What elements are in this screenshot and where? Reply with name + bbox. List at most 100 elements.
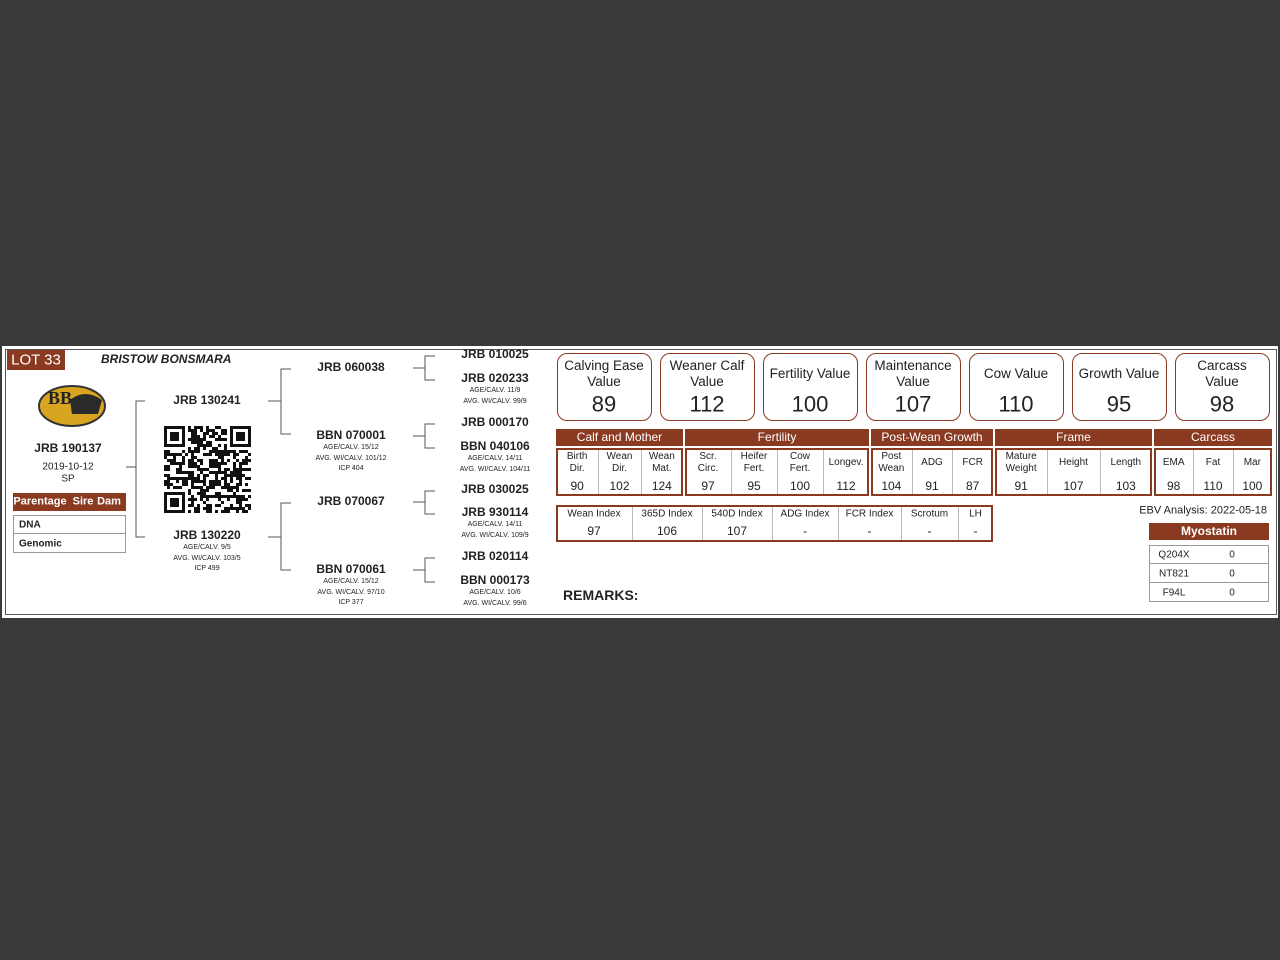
pedigree-detail: AGE/CALV. 9/5 bbox=[183, 543, 231, 551]
ebv-trait-label: Height bbox=[1059, 457, 1088, 468]
grandparent-id: BBN 070061 bbox=[316, 562, 386, 577]
great-grandparent-id: BBN 040106 bbox=[460, 439, 530, 454]
pedigree-detail: AVG. WI/CALV. 101/12 bbox=[315, 454, 387, 462]
ebv-trait-label: Length bbox=[1110, 457, 1142, 468]
pedigree-detail: AVG. WI/CALV. 104/11 bbox=[459, 465, 531, 473]
breeder-name: BRISTOW BONSMARA bbox=[101, 352, 232, 367]
ebv-cell-divider bbox=[598, 450, 600, 494]
ebv-trait-value: 110 bbox=[1203, 479, 1223, 494]
ebv-cell-divider bbox=[777, 450, 778, 494]
index-value: - bbox=[803, 524, 807, 539]
myostatin-row bbox=[1149, 583, 1269, 602]
ebv-group-title: Frame bbox=[1056, 429, 1091, 444]
ebv-trait-label: Cow Fert. bbox=[789, 451, 811, 474]
ebv-trait-label: Post Wean bbox=[878, 451, 905, 474]
index-table bbox=[556, 505, 993, 542]
pedigree-detail: AVG. WI/CALV. 109/9 bbox=[461, 531, 529, 539]
ebv-group-header bbox=[685, 429, 869, 446]
ebv-group-header bbox=[995, 429, 1152, 446]
logo: BB bbox=[38, 385, 106, 427]
index-divider bbox=[958, 507, 959, 540]
index-divider bbox=[772, 507, 773, 540]
ebv-trait-value: 87 bbox=[965, 479, 980, 494]
ebv-trait-value: 104 bbox=[881, 479, 902, 494]
index-divider bbox=[838, 507, 839, 540]
ebv-group-title: Post-Wean Growth bbox=[881, 429, 983, 444]
ebv-trait-label: Heifer Fert. bbox=[740, 451, 768, 474]
pedigree-detail: AGE/CALV. 15/12 bbox=[323, 577, 379, 585]
sire-id: JRB 130241 bbox=[173, 393, 241, 408]
ebv-group-title: Fertility bbox=[757, 429, 797, 444]
great-grandparent-id: JRB 030025 bbox=[461, 482, 529, 497]
myostatin-marker: NT821 bbox=[1158, 568, 1190, 580]
ebv-trait-value: 100 bbox=[789, 479, 811, 494]
index-label: FCR Index bbox=[845, 508, 894, 520]
ebv-trait-value: 98 bbox=[1166, 479, 1181, 494]
parentage-header-text: Dam bbox=[97, 495, 121, 508]
ebv-cell-divider bbox=[823, 450, 824, 494]
index-value: - bbox=[927, 524, 932, 539]
parentage-header bbox=[13, 493, 126, 511]
ebv-trait-label: Scr. Circ. bbox=[697, 451, 719, 474]
ebv-group-body bbox=[871, 448, 993, 496]
ebv-trait-label: Mar bbox=[1243, 457, 1261, 468]
ebv-group-header bbox=[1154, 429, 1272, 446]
lot-number: LOT 33 bbox=[11, 351, 61, 369]
pedigree-detail: AGE/CALV. 15/12 bbox=[323, 443, 379, 451]
value-card-value: 98 bbox=[1209, 391, 1235, 417]
ebv-cell-divider bbox=[1193, 450, 1195, 494]
dam-id: JRB 130220 bbox=[173, 528, 241, 543]
ebv-trait-label: Fat bbox=[1205, 457, 1221, 468]
parentage-label: Genomic bbox=[19, 538, 62, 550]
index-value: 107 bbox=[726, 524, 748, 539]
parentage-label: DNA bbox=[19, 519, 41, 531]
index-label: ADG Index bbox=[780, 508, 830, 520]
ebv-trait-value: 91 bbox=[1014, 479, 1028, 494]
ebv-cell-divider bbox=[640, 450, 642, 494]
value-card bbox=[1072, 353, 1167, 421]
value-card-value: 112 bbox=[689, 391, 725, 417]
value-card bbox=[763, 353, 858, 421]
index-label: Scrotum bbox=[910, 508, 949, 520]
pedigree-detail: AVG. WI/CALV. 103/5 bbox=[173, 554, 241, 562]
pedigree-detail: AVG. WI/CALV. 99/9 bbox=[463, 397, 527, 405]
value-card-value: 89 bbox=[591, 391, 617, 417]
ebv-trait-label: ADG bbox=[921, 457, 943, 468]
value-card-label: Growth Value bbox=[1078, 366, 1160, 381]
pedigree-detail: ICP 499 bbox=[194, 564, 220, 572]
parentage-row bbox=[13, 534, 126, 553]
value-card bbox=[557, 353, 652, 421]
great-grandparent-id: BBN 000173 bbox=[460, 573, 530, 588]
value-card-label: Cow Value bbox=[983, 366, 1049, 381]
lot-badge bbox=[7, 350, 65, 370]
animal-id: JRB 190137 bbox=[34, 441, 102, 456]
ebv-group-title: Calf and Mother bbox=[576, 429, 663, 444]
index-divider bbox=[702, 507, 703, 540]
myostatin-marker: F94L bbox=[1162, 587, 1186, 599]
ebv-trait-value: 112 bbox=[836, 479, 856, 494]
remarks-label: REMARKS: bbox=[563, 586, 639, 603]
ebv-trait-value: 124 bbox=[651, 479, 672, 494]
ebv-trait-label: Mature Weight bbox=[1005, 451, 1037, 474]
value-card-value: 100 bbox=[791, 391, 829, 417]
grandparent-id: JRB 070067 bbox=[317, 494, 385, 509]
pedigree-detail: AVG. WI/CALV. 97/10 bbox=[317, 588, 385, 596]
index-value: 106 bbox=[656, 524, 678, 539]
ebv-group-body bbox=[556, 448, 683, 496]
value-card bbox=[1175, 353, 1270, 421]
value-card bbox=[660, 353, 755, 421]
value-card bbox=[969, 353, 1064, 421]
value-card-label: Calving Ease Value bbox=[564, 358, 644, 389]
great-grandparent-id: JRB 010025 bbox=[461, 347, 529, 362]
pedigree-detail: AGE/CALV. 10/6 bbox=[469, 588, 521, 596]
value-card-label: Maintenance Value bbox=[874, 358, 952, 389]
value-card-label: Fertility Value bbox=[769, 366, 851, 381]
birth-date: 2019-10-12 bbox=[42, 461, 94, 473]
ebv-cell-divider bbox=[1047, 450, 1049, 494]
grandparent-id: BBN 070001 bbox=[316, 428, 386, 443]
index-label: 365D Index bbox=[641, 508, 693, 520]
ebv-cell-divider bbox=[1099, 450, 1101, 494]
index-label: Wean Index bbox=[567, 508, 621, 520]
